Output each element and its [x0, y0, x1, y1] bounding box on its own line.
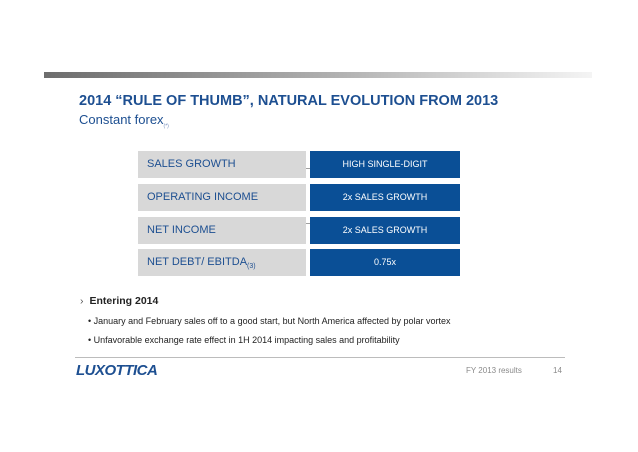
guidance-label-text: NET DEBT/ EBITDA: [147, 256, 248, 268]
subtitle-text: Constant forex: [79, 112, 164, 127]
chevron-right-icon: ›: [80, 295, 84, 307]
guidance-label: SALES GROWTH: [138, 151, 306, 178]
header-gradient-bar: [44, 72, 592, 78]
page-subtitle: Constant forex(*): [79, 112, 169, 130]
guidance-label-footnote: (3): [247, 263, 256, 271]
guidance-row-net-debt-ebitda: NET DEBT/ EBITDA(3) 0.75x: [138, 249, 460, 276]
guidance-label: NET INCOME: [138, 217, 306, 244]
guidance-value: 2x SALES GROWTH: [310, 217, 460, 244]
page-title: 2014 “RULE OF THUMB”, NATURAL EVOLUTION …: [79, 93, 499, 109]
sub-bullet-1: • January and February sales off to a go…: [88, 316, 451, 326]
bullet-main-text: Entering 2014: [89, 295, 159, 307]
page-number: 14: [553, 366, 562, 375]
luxottica-logo: LUXOTTICA: [76, 362, 158, 379]
guidance-value: 2x SALES GROWTH: [310, 184, 460, 211]
footer-label: FY 2013 results: [466, 366, 522, 375]
guidance-row-sales-growth: SALES GROWTH HIGH SINGLE-DIGIT: [138, 151, 460, 178]
row-connector: [306, 168, 310, 169]
row-connector: [306, 223, 310, 224]
guidance-value: HIGH SINGLE-DIGIT: [310, 151, 460, 178]
guidance-row-operating-income: OPERATING INCOME 2x SALES GROWTH: [138, 184, 460, 211]
subtitle-footnote: (*): [163, 123, 169, 130]
sub-bullet-2: • Unfavorable exchange rate effect in 1H…: [88, 335, 400, 345]
guidance-label: NET DEBT/ EBITDA(3): [138, 249, 306, 276]
guidance-row-net-income: NET INCOME 2x SALES GROWTH: [138, 217, 460, 244]
footer-divider: [75, 357, 565, 358]
bullet-main: › Entering 2014: [80, 295, 158, 307]
guidance-label: OPERATING INCOME: [138, 184, 306, 211]
guidance-value: 0.75x: [310, 249, 460, 276]
